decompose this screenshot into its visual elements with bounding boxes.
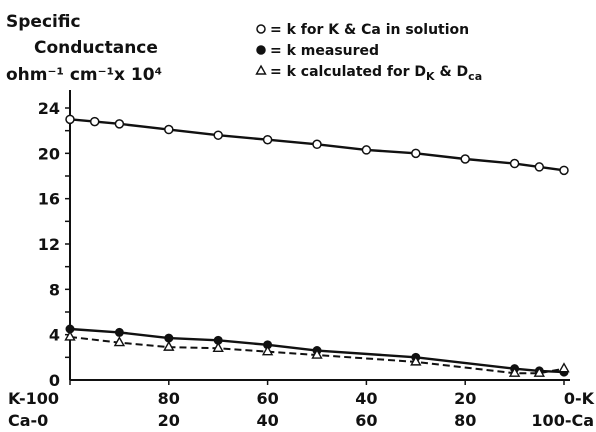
data-point-open-triangle (66, 332, 75, 340)
y-tick-label: 16 (38, 190, 60, 209)
x-tick-label-k: 20 (454, 389, 476, 408)
x-tick-label-k: 80 (158, 389, 180, 408)
data-point-open-circle (264, 136, 272, 144)
legend-entry-3-sub2: ca (468, 70, 482, 83)
x-tick-label-ca: 40 (256, 411, 278, 430)
x-tick-label-ca: 60 (355, 411, 377, 430)
legend: = k for K & Ca in solution = k measured … (257, 22, 483, 83)
y-tick-label: 8 (49, 280, 60, 299)
data-point-open-triangle (560, 364, 569, 372)
legend-entry-2-prefix: = k measured (270, 43, 379, 59)
legend-filled-circle-marker (257, 46, 265, 54)
x-tick-label-k: 0-K (564, 389, 595, 408)
x-tick-label-ca: 20 (158, 411, 180, 430)
x-tick-label-ca: 100-Ca (531, 411, 594, 430)
legend-open-circle-marker (257, 25, 265, 33)
data-point-open-circle (511, 160, 519, 168)
y-axis-label-line2: Conductance (34, 38, 158, 58)
legend-entry-3-mid: D (457, 64, 469, 80)
data-point-open-circle (115, 120, 123, 128)
legend-entry-1-suffix: Ca in solution (356, 22, 469, 38)
x-tick-label-ca: Ca-0 (8, 411, 48, 430)
data-point-open-circle (66, 115, 74, 123)
data-point-open-circle (535, 163, 543, 171)
y-tick-label: 12 (38, 235, 60, 254)
data-point-open-circle (214, 131, 222, 139)
x-tick-label-k: 40 (355, 389, 377, 408)
data-point-open-circle (560, 166, 568, 174)
series-lines-layer (70, 119, 564, 373)
series-markers-layer (66, 115, 569, 376)
data-point-open-circle (412, 149, 420, 157)
y-tick-label: 24 (38, 99, 60, 118)
legend-entry-3-amp: & (435, 64, 457, 80)
x-tick-label-k: 60 (256, 389, 278, 408)
x-tick-label-k: K-100 (8, 389, 59, 408)
data-point-open-circle (313, 140, 321, 148)
y-axis-label-line1: Specific (6, 12, 81, 32)
legend-entry-3-prefix: = k calculated for D (270, 64, 426, 80)
y-tick-label: 20 (38, 144, 60, 163)
y-tick-label: 0 (49, 371, 60, 390)
legend-entry-1-prefix: = k for K (270, 22, 344, 38)
data-point-open-circle (461, 155, 469, 163)
legend-open-triangle-marker (257, 66, 266, 74)
legend-entry-1: = k for K & Ca in solution (270, 22, 469, 38)
x-tick-label-ca: 80 (454, 411, 476, 430)
data-point-open-circle (362, 146, 370, 154)
data-point-open-circle (165, 126, 173, 134)
data-point-filled-circle (115, 328, 123, 336)
y-tick-label: 4 (49, 326, 60, 345)
legend-entry-2: = k measured (270, 43, 379, 59)
data-point-open-circle (91, 118, 99, 126)
legend-entry-3: = k calculated for DK & Dca (270, 64, 482, 83)
data-point-open-triangle (164, 342, 173, 350)
y-axis-label-line3: ohm⁻¹ cm⁻¹x 10⁴ (6, 65, 162, 85)
legend-entry-1-amp: & (344, 22, 356, 38)
